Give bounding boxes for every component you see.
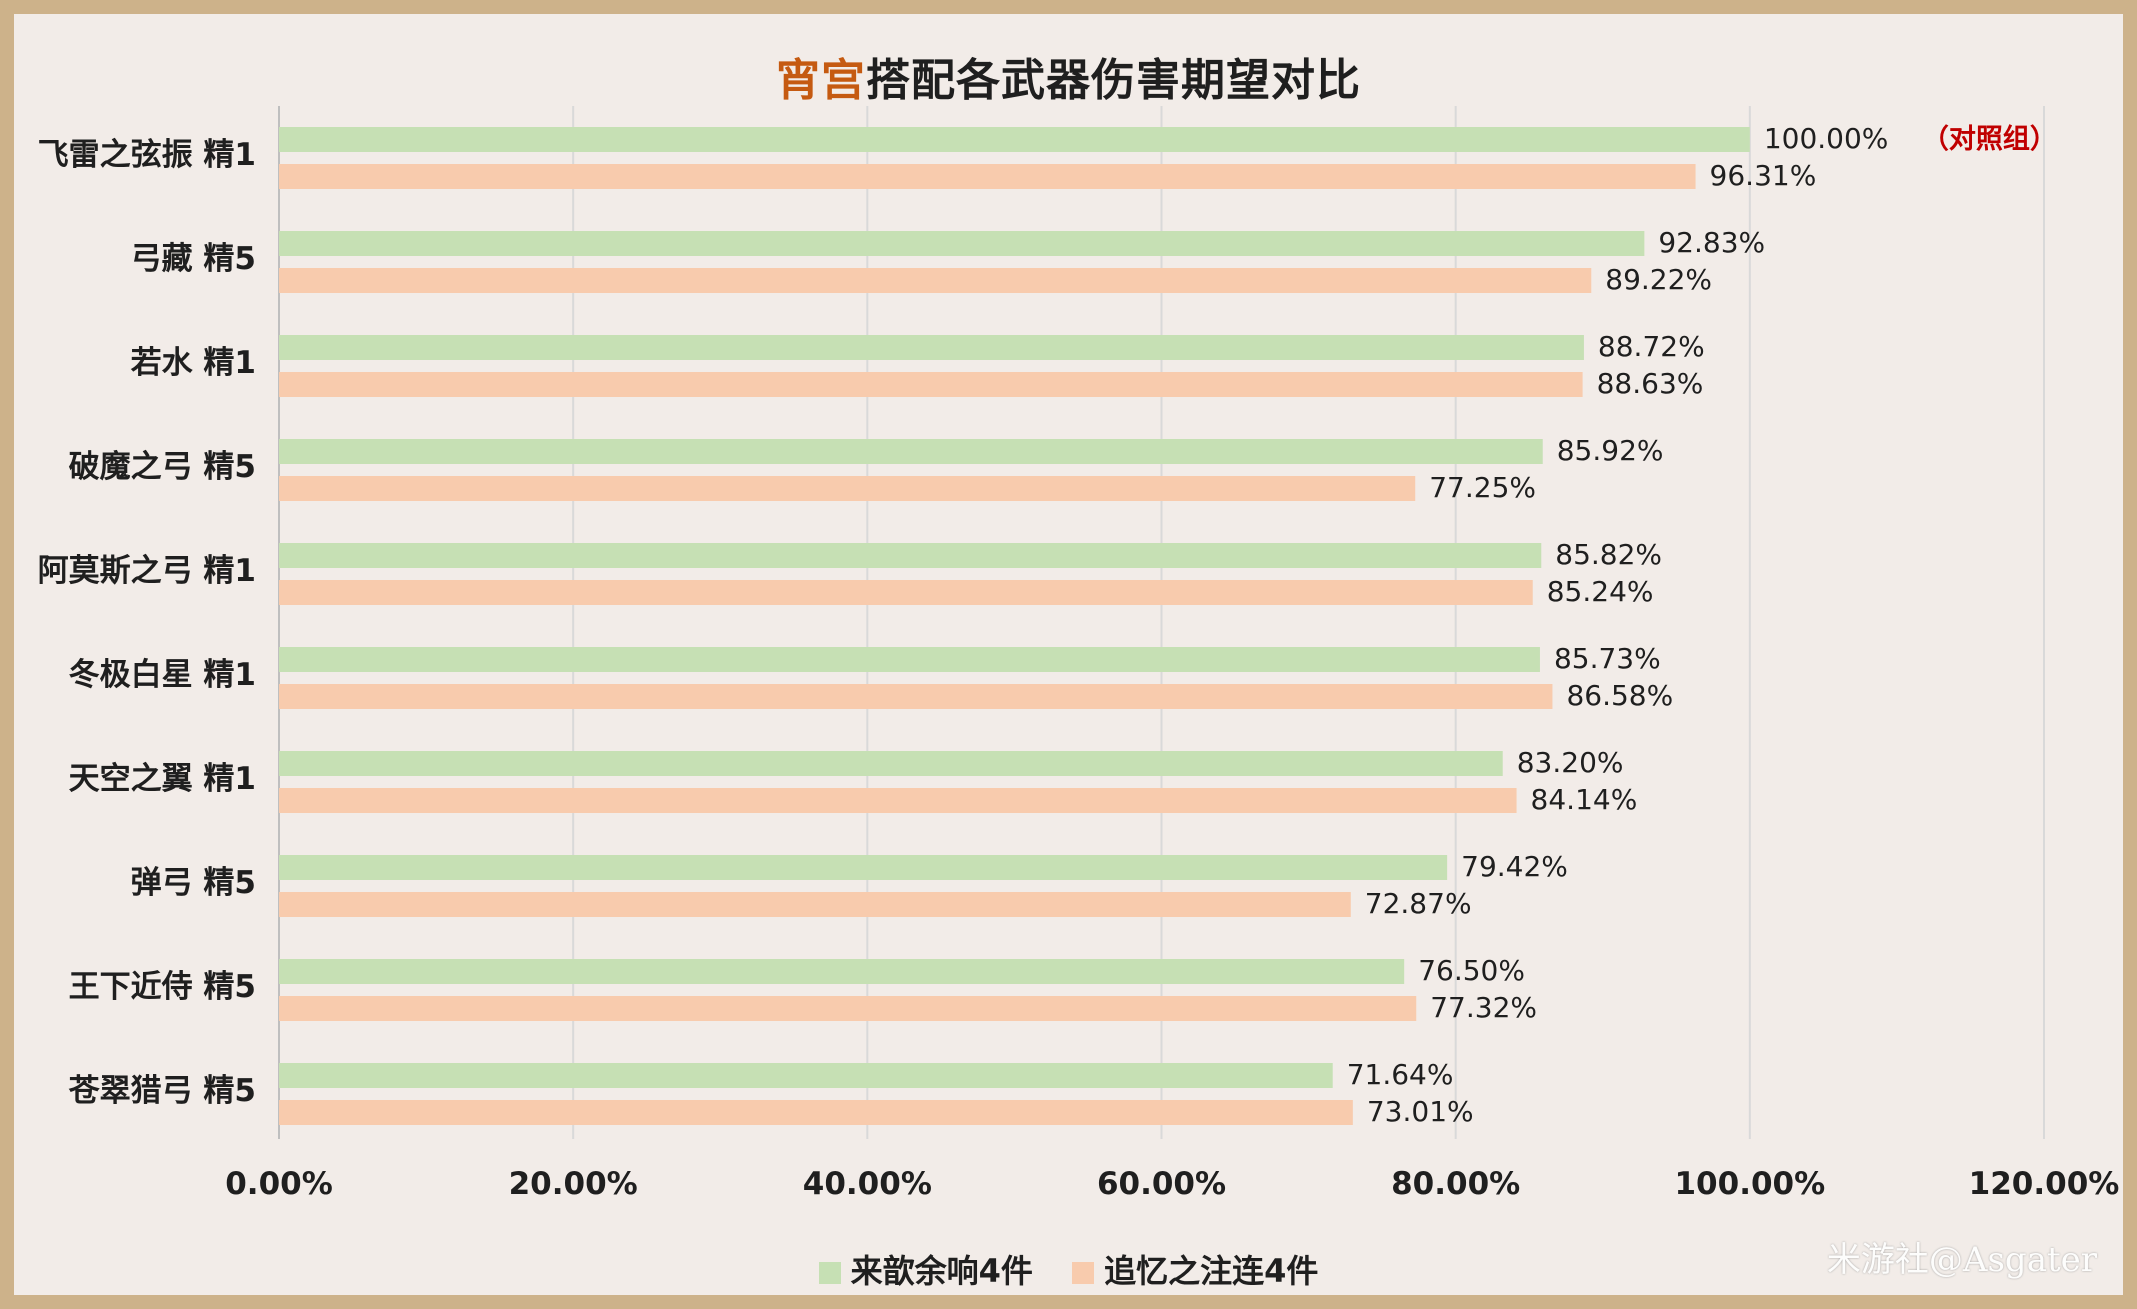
chart-frame: 宵宫搭配各武器伤害期望对比 0.00% 20.00% 40.00% 60.00% 80.…	[14, 14, 2123, 1295]
bar-series-2	[279, 996, 1417, 1021]
bar-series-1	[279, 335, 1584, 360]
data-label: 85.24%	[1547, 575, 1654, 608]
x-tick-label: 60.00%	[1097, 1166, 1226, 1202]
legend-label-series-2: 追忆之注连4件	[1104, 1252, 1319, 1290]
category-label: 若水 精1	[131, 345, 256, 381]
watermark: 米游社@Asgater	[1826, 1240, 2097, 1280]
bar-series-2	[279, 164, 1696, 189]
x-tick-label: 20.00%	[509, 1166, 638, 1202]
bar-series-2	[279, 1100, 1353, 1125]
bar-series-1	[279, 855, 1448, 880]
category-label: 阿莫斯之弓 精1	[38, 553, 256, 589]
category-label: 冬极白星 精1	[69, 657, 256, 693]
bar-series-1	[279, 127, 1750, 152]
data-label: 88.72%	[1598, 330, 1705, 363]
data-label: 96.31%	[1710, 159, 1817, 192]
bar-series-2	[279, 892, 1351, 917]
data-label: 92.83%	[1658, 226, 1765, 259]
bar-series-1	[279, 543, 1542, 568]
legend-label-series-1: 来歆余响4件	[850, 1252, 1033, 1290]
data-label: 88.63%	[1597, 367, 1704, 400]
data-label: 100.00%	[1764, 122, 1889, 155]
bar-series-1	[279, 439, 1543, 464]
title-rest: 搭配各武器伤害期望对比	[866, 55, 1361, 106]
data-label: 85.73%	[1554, 642, 1661, 675]
x-tick-label: 100.00%	[1674, 1166, 1825, 1202]
data-label: 71.64%	[1347, 1058, 1454, 1091]
bar-series-1	[279, 231, 1645, 256]
data-label: 77.32%	[1430, 991, 1537, 1024]
category-label: 弓藏 精5	[131, 241, 256, 277]
data-label: 79.42%	[1461, 850, 1568, 883]
bar-series-1	[279, 1063, 1333, 1088]
bar-series-2	[279, 268, 1592, 293]
data-label: 77.25%	[1429, 471, 1536, 504]
bar-series-2	[279, 372, 1583, 397]
category-label: 破魔之弓 精5	[69, 449, 256, 485]
bar-series-1	[279, 647, 1540, 672]
bar-series-2	[279, 580, 1533, 605]
legend: 来歆余响4件 追忆之注连4件	[14, 1246, 2123, 1292]
data-label: 85.82%	[1555, 538, 1662, 571]
title-highlight: 宵宫	[776, 55, 866, 106]
legend-item-series-2: 追忆之注连4件	[1072, 1246, 1318, 1292]
category-label: 苍翠猎弓 精5	[69, 1073, 256, 1109]
data-label: 83.20%	[1517, 746, 1624, 779]
control-group-annotation: （对照组）	[1922, 123, 2057, 155]
bar-series-2	[279, 684, 1553, 709]
data-label: 84.14%	[1531, 783, 1638, 816]
legend-item-series-1: 来歆余响4件	[818, 1246, 1033, 1292]
legend-swatch-series-2	[1072, 1262, 1095, 1284]
bar-series-1	[279, 751, 1503, 776]
category-label: 天空之翼 精1	[69, 761, 256, 797]
legend-swatch-series-1	[818, 1262, 841, 1284]
chart-title: 宵宫搭配各武器伤害期望对比	[14, 44, 2123, 108]
data-label: 89.22%	[1605, 263, 1712, 296]
data-label: 85.92%	[1557, 434, 1664, 467]
category-label: 王下近侍 精5	[69, 969, 256, 1005]
data-label: 86.58%	[1566, 679, 1673, 712]
data-label: 73.01%	[1367, 1095, 1474, 1128]
x-tick-label: 80.00%	[1391, 1166, 1520, 1202]
x-tick-label: 40.00%	[803, 1166, 932, 1202]
bar-series-1	[279, 959, 1405, 984]
data-label: 76.50%	[1418, 954, 1525, 987]
x-tick-label: 120.00%	[1969, 1166, 2120, 1202]
category-label: 飞雷之弦振 精1	[38, 137, 256, 173]
bar-chart: 0.00% 20.00% 40.00% 60.00% 80.00% 100.00% 120.…	[38, 106, 2120, 1202]
bar-series-2	[279, 476, 1416, 501]
data-label: 72.87%	[1365, 887, 1472, 920]
bar-series-2	[279, 788, 1517, 813]
x-tick-label: 0.00%	[225, 1166, 333, 1202]
category-label: 弹弓 精5	[131, 865, 256, 901]
